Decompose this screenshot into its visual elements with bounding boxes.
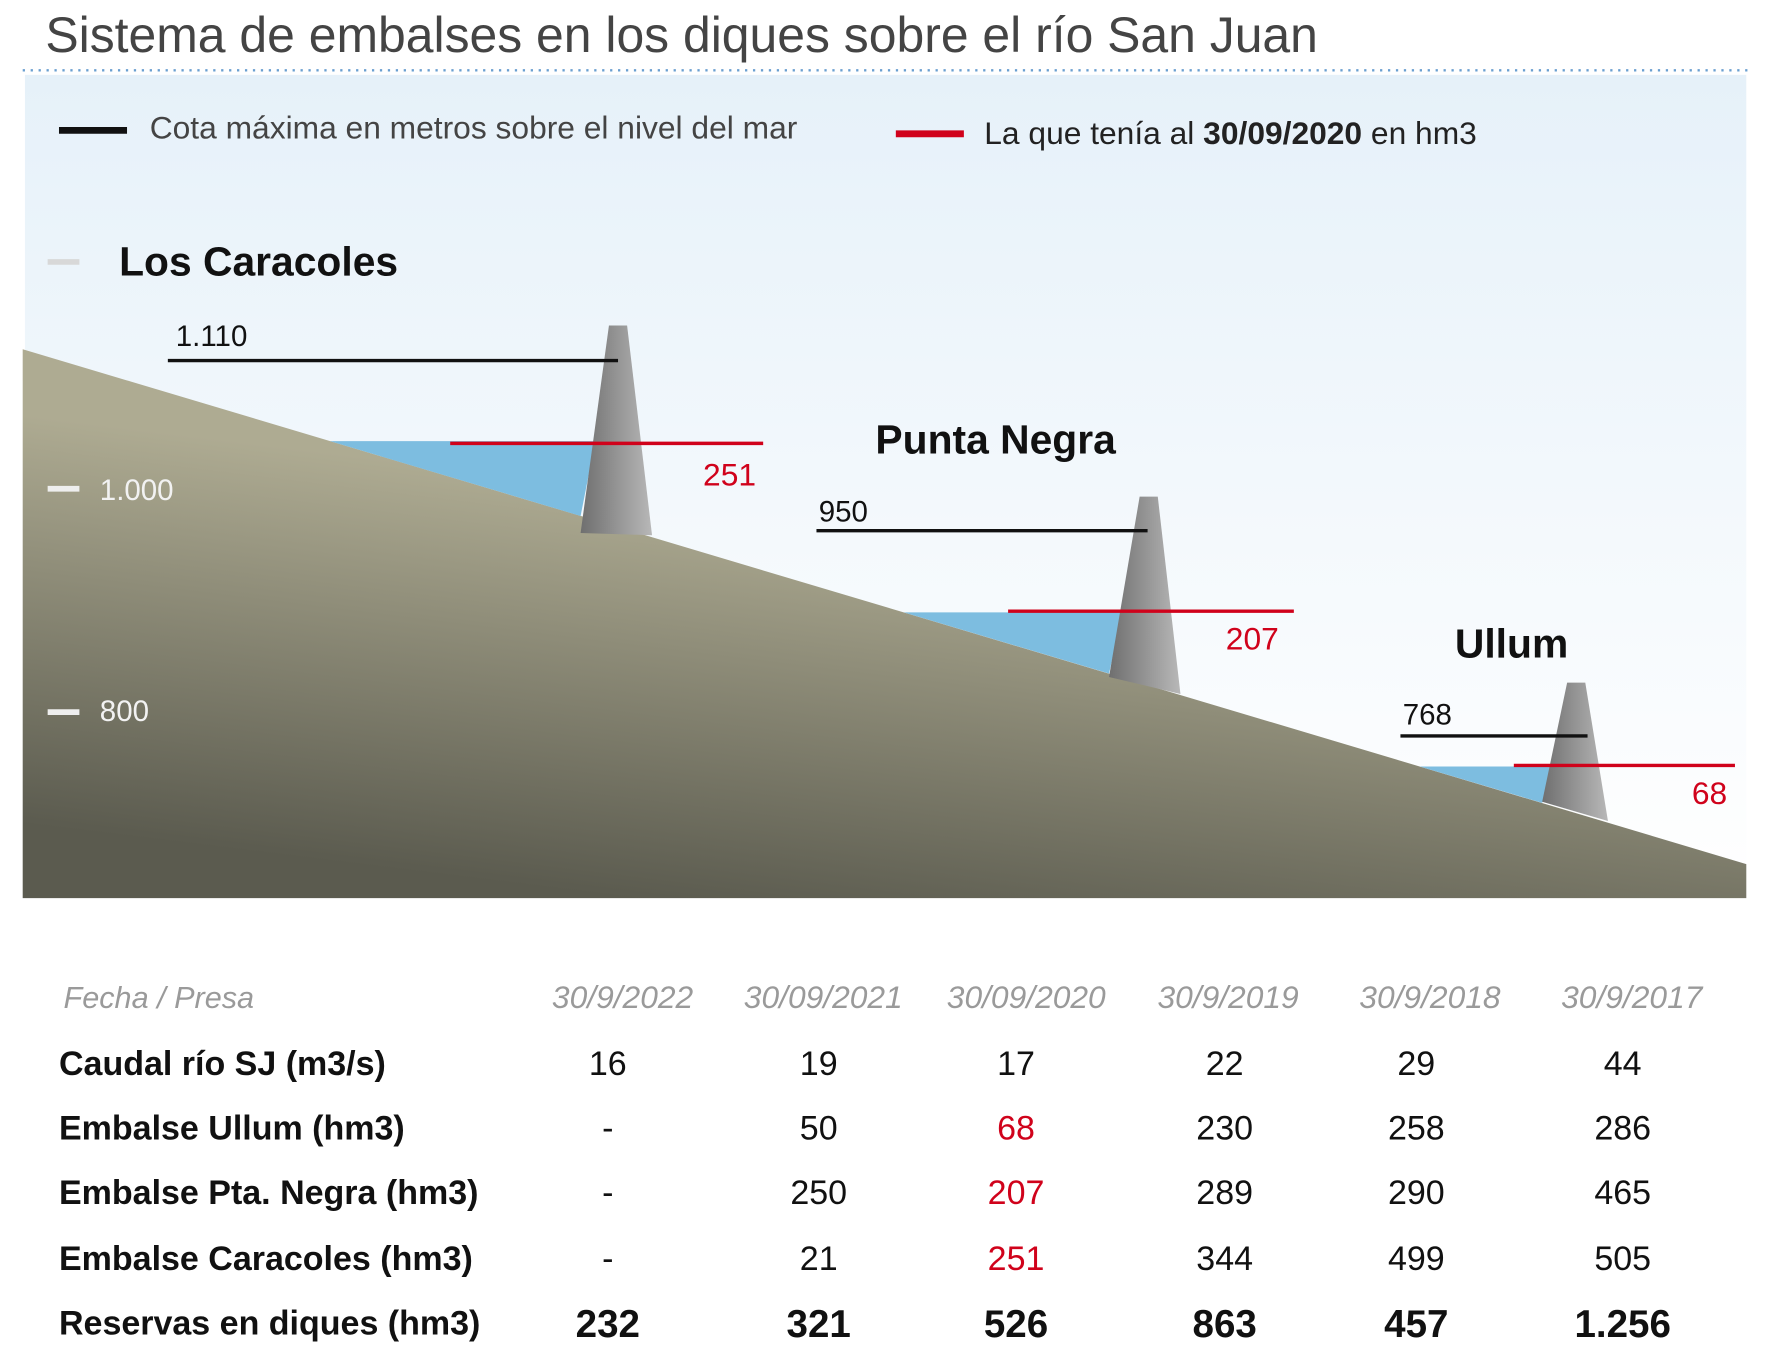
row-label: Reservas en diques (hm3) bbox=[59, 1305, 480, 1343]
cell: 19 bbox=[800, 1045, 838, 1083]
cell: 526 bbox=[984, 1303, 1048, 1346]
dam-name: Punta Negra bbox=[875, 417, 1116, 463]
cell: 1.256 bbox=[1574, 1303, 1670, 1346]
column-header: 30/9/2022 bbox=[552, 979, 694, 1015]
cell: 344 bbox=[1196, 1240, 1253, 1278]
cell: 207 bbox=[988, 1174, 1045, 1212]
cell: 321 bbox=[787, 1303, 851, 1346]
cell: 29 bbox=[1397, 1045, 1435, 1083]
water bbox=[330, 441, 596, 516]
axis-label: 800 bbox=[100, 695, 149, 728]
cell: 232 bbox=[576, 1303, 640, 1346]
row-label: Embalse Caracoles (hm3) bbox=[59, 1240, 473, 1278]
legend-date: 30/09/2020 bbox=[1203, 115, 1362, 151]
column-header: 30/9/2019 bbox=[1157, 979, 1298, 1015]
cell: 258 bbox=[1388, 1110, 1445, 1148]
table: 30/9/2022 30/09/2021 30/09/2020 30/9/2019 30… bbox=[59, 979, 1704, 1346]
cell: 17 bbox=[997, 1045, 1035, 1083]
column-header: 30/9/2018 bbox=[1359, 979, 1501, 1015]
row-label: Embalse Ullum (hm3) bbox=[59, 1110, 405, 1148]
cell: 289 bbox=[1196, 1174, 1253, 1212]
cell: 290 bbox=[1388, 1174, 1445, 1212]
cell: - bbox=[602, 1240, 613, 1278]
column-header: 30/9/2017 bbox=[1561, 979, 1704, 1015]
terrain bbox=[22, 349, 1747, 899]
table-header-label: Fecha / Presa bbox=[64, 981, 255, 1015]
row-label: Caudal río SJ (m3/s) bbox=[59, 1045, 386, 1083]
cell: 44 bbox=[1604, 1045, 1642, 1083]
cell: 21 bbox=[800, 1240, 838, 1278]
max-level: 950 bbox=[819, 496, 868, 529]
dam-name: Los Caracoles bbox=[119, 239, 398, 285]
current-level: 207 bbox=[1226, 621, 1279, 657]
current-level: 251 bbox=[703, 456, 756, 492]
cell: 863 bbox=[1193, 1303, 1257, 1346]
cell: 50 bbox=[800, 1110, 838, 1148]
water bbox=[903, 612, 1123, 674]
legend-text: en hm3 bbox=[1362, 115, 1477, 151]
cell: - bbox=[602, 1174, 613, 1212]
cell: 16 bbox=[589, 1045, 627, 1083]
dam-wall bbox=[580, 325, 653, 536]
cell: 22 bbox=[1206, 1045, 1244, 1083]
cell: 505 bbox=[1594, 1240, 1651, 1278]
column-header: 30/09/2020 bbox=[947, 979, 1106, 1015]
dam-wall bbox=[1109, 496, 1181, 694]
axis-label: 1.000 bbox=[100, 474, 174, 507]
legend-max: Cota máxima en metros sobre el nivel del… bbox=[150, 109, 798, 145]
max-level: 768 bbox=[1403, 699, 1452, 732]
dam-name: Ullum bbox=[1455, 621, 1568, 667]
cell: 251 bbox=[988, 1240, 1045, 1278]
cell: 68 bbox=[997, 1110, 1035, 1148]
cell: 465 bbox=[1594, 1174, 1651, 1212]
max-level: 1.110 bbox=[176, 320, 248, 353]
legend-current: La que tenía al 30/09/2020 en hm3 bbox=[984, 115, 1477, 151]
row-label: Embalse Pta. Negra (hm3) bbox=[59, 1174, 478, 1212]
cell: 457 bbox=[1384, 1303, 1448, 1346]
title: Sistema de embalses en los diques sobre … bbox=[45, 7, 1318, 63]
cell: 250 bbox=[790, 1174, 847, 1212]
cell: 499 bbox=[1388, 1240, 1445, 1278]
cell: 230 bbox=[1196, 1110, 1253, 1148]
water bbox=[1419, 766, 1556, 803]
cell: 286 bbox=[1594, 1110, 1651, 1148]
cell: - bbox=[602, 1110, 613, 1148]
dam-wall bbox=[1542, 682, 1608, 821]
column-header: 30/09/2021 bbox=[744, 979, 903, 1015]
current-level: 68 bbox=[1692, 775, 1727, 811]
legend-text: La que tenía al bbox=[984, 115, 1203, 151]
